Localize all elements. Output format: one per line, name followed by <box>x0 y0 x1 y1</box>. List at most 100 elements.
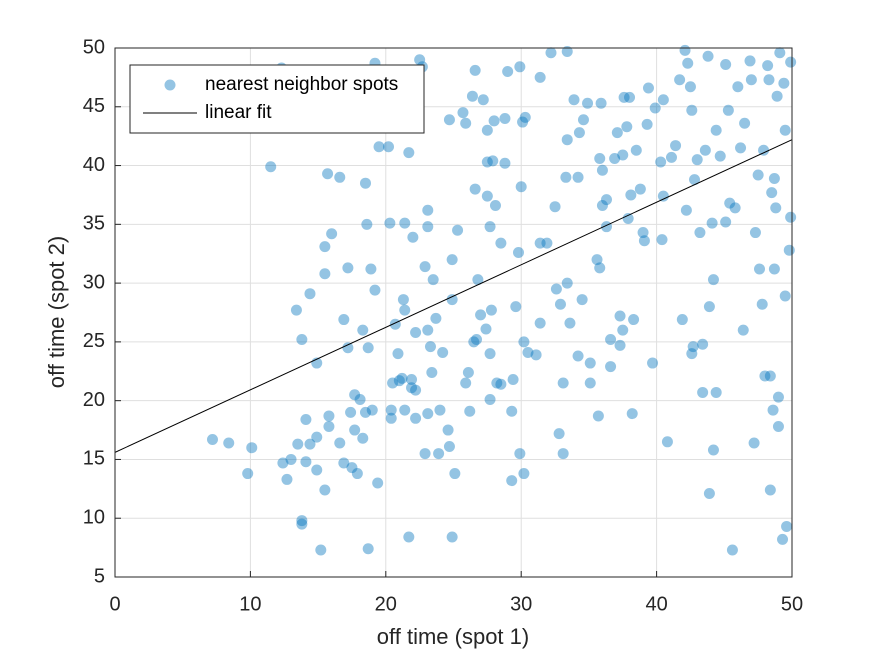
scatter-point <box>764 484 776 496</box>
scatter-point <box>357 432 369 444</box>
scatter-point <box>512 247 524 259</box>
scatter-point <box>720 58 732 70</box>
scatter-point <box>545 47 557 59</box>
scatter-point <box>403 531 415 543</box>
y-tick-label: 25 <box>83 330 105 352</box>
y-tick-label: 15 <box>83 448 105 470</box>
scatter-point <box>785 56 797 68</box>
scatter-point <box>359 406 371 418</box>
scatter-point <box>206 433 218 445</box>
scatter-point <box>617 324 629 336</box>
scatter-point <box>443 441 455 453</box>
scatter-point <box>449 468 461 480</box>
scatter-point <box>442 424 454 436</box>
scatter-point <box>515 181 527 193</box>
scatter-point <box>777 533 789 545</box>
scatter-point <box>424 341 436 353</box>
scatter-point <box>342 342 354 354</box>
scatter-point <box>311 431 323 443</box>
scatter-point <box>472 274 484 286</box>
scatter-point <box>481 124 493 136</box>
scatter-point <box>561 46 573 58</box>
scatter-point <box>656 234 668 246</box>
scatter-point <box>534 71 546 83</box>
scatter-point <box>422 204 434 216</box>
scatter-point <box>277 457 289 469</box>
scatter-point <box>471 334 483 346</box>
scatter-point <box>665 151 677 163</box>
scatter-point <box>446 254 458 266</box>
scatter-point <box>614 339 626 351</box>
y-tick-label: 10 <box>83 507 105 529</box>
scatter-point <box>433 448 445 460</box>
scatter-point <box>296 334 308 346</box>
scatter-point <box>707 274 719 286</box>
scatter-point <box>349 424 361 436</box>
scatter-point <box>781 520 793 532</box>
scatter-point <box>510 301 522 313</box>
scatter-point <box>372 477 384 489</box>
scatter-point <box>737 324 749 336</box>
scatter-point <box>457 107 469 119</box>
y-tick-label: 20 <box>83 389 105 411</box>
scatter-point <box>357 324 369 336</box>
scatter-point <box>638 235 650 247</box>
scatter-point <box>534 237 546 249</box>
scatter-point <box>488 115 500 127</box>
scatter-point <box>392 348 404 360</box>
scatter-point <box>573 127 585 139</box>
scatter-point <box>584 377 596 389</box>
scatter-point <box>351 468 363 480</box>
scatter-point <box>759 370 771 382</box>
scatter-point <box>514 61 526 73</box>
scatter-point <box>703 301 715 313</box>
scatter-point <box>703 488 715 500</box>
scatter-point <box>290 304 302 316</box>
x-tick-label: 20 <box>375 593 397 615</box>
scatter-point <box>338 457 350 469</box>
scatter-point <box>296 518 308 530</box>
scatter-point <box>729 202 741 214</box>
y-axis-label: off time (spot 2) <box>44 236 69 388</box>
legend-label: linear fit <box>205 102 272 123</box>
scatter-point <box>772 391 784 403</box>
scatter-point <box>763 74 775 86</box>
scatter-point <box>300 413 312 425</box>
x-tick-label: 10 <box>239 593 261 615</box>
scatter-point <box>582 97 594 109</box>
scatter-point <box>686 348 698 360</box>
scatter-point <box>592 410 604 422</box>
x-tick-label: 0 <box>109 593 120 615</box>
scatter-point <box>434 404 446 416</box>
scatter-point <box>754 263 766 275</box>
scatter-point <box>422 408 434 420</box>
scatter-point <box>506 405 518 417</box>
scatter-point <box>572 171 584 183</box>
scatter-point <box>714 150 726 162</box>
scatter-point <box>609 153 621 165</box>
scatter-point <box>557 448 569 460</box>
scatter-point <box>242 468 254 480</box>
scatter-point <box>745 74 757 86</box>
scatter-point <box>460 117 472 129</box>
scatter-point <box>491 377 503 389</box>
scatter-point <box>419 448 431 460</box>
plot-marks <box>114 44 797 556</box>
scatter-point <box>684 81 696 93</box>
scatter-point <box>748 437 760 449</box>
scatter-point <box>752 169 764 181</box>
x-axis-label: off time (spot 1) <box>377 624 529 649</box>
scatter-point <box>655 156 667 168</box>
scatter-point <box>634 183 646 195</box>
scatter-point <box>682 57 694 69</box>
scatter-point <box>362 543 374 555</box>
fit-line <box>114 139 793 453</box>
scatter-point <box>484 221 496 233</box>
scatter-point <box>550 283 562 295</box>
grid <box>114 47 793 578</box>
scatter-point <box>595 97 607 109</box>
scatter-point <box>710 386 722 398</box>
scatter-point <box>300 456 312 468</box>
scatter-point <box>481 190 493 202</box>
